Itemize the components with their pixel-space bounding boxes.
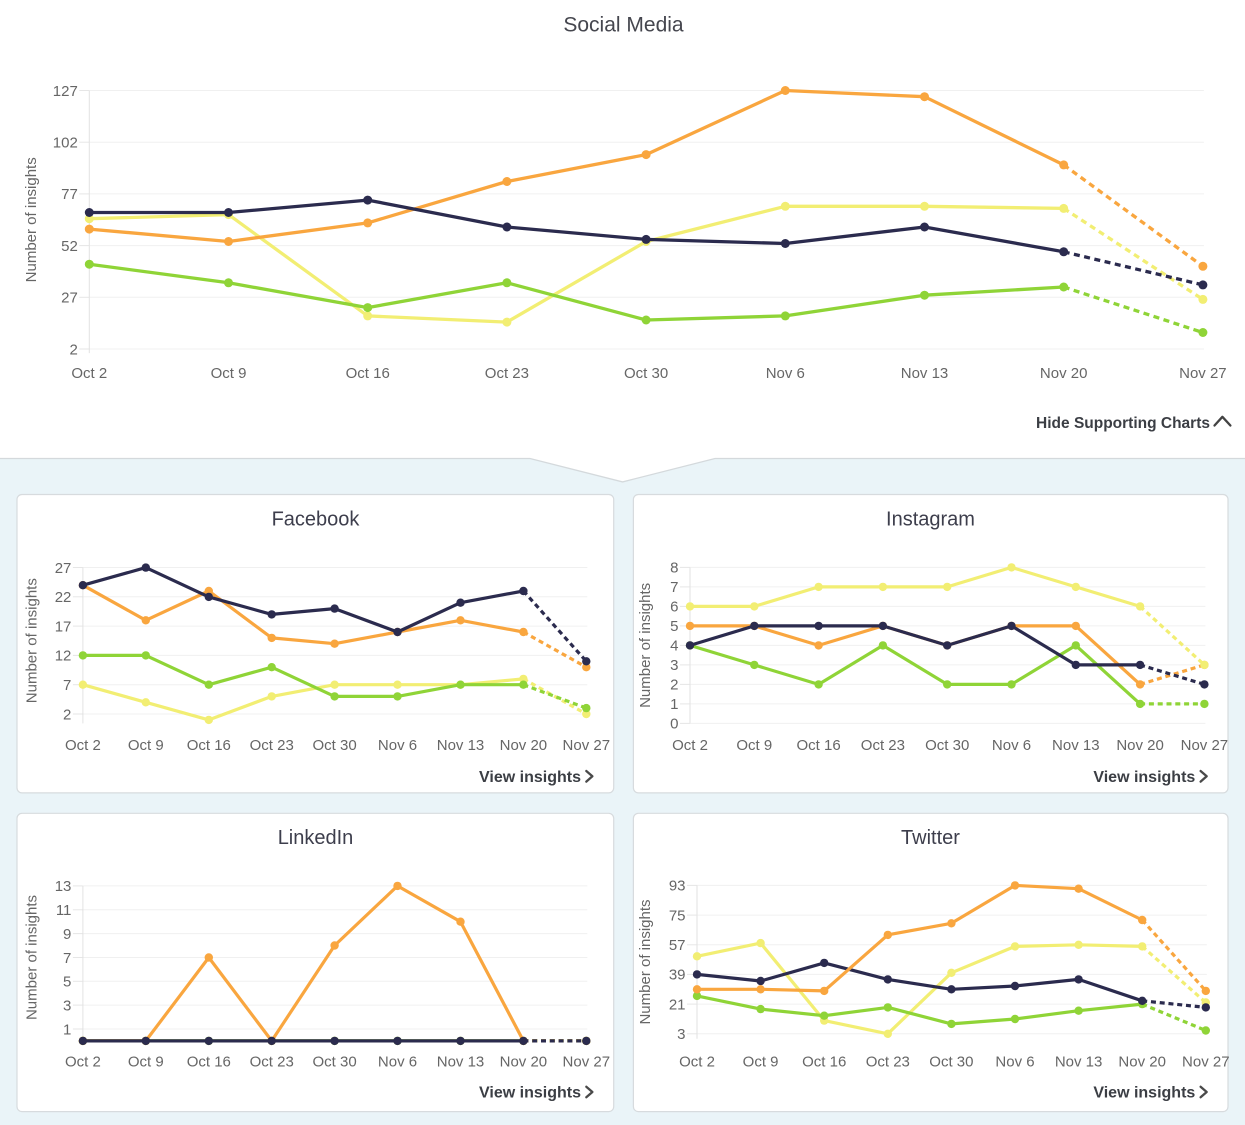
- svg-text:Oct 23: Oct 23: [485, 365, 529, 382]
- svg-text:77: 77: [61, 186, 78, 203]
- svg-text:Oct 9: Oct 9: [736, 737, 772, 754]
- svg-text:View insights: View insights: [479, 769, 581, 786]
- svg-text:52: 52: [61, 238, 78, 255]
- svg-text:7: 7: [63, 677, 71, 694]
- svg-text:Oct 16: Oct 16: [346, 365, 390, 382]
- svg-text:Number of insights: Number of insights: [24, 578, 41, 703]
- svg-text:Number of insights: Number of insights: [637, 583, 654, 708]
- svg-text:9: 9: [63, 926, 71, 943]
- svg-text:8: 8: [670, 560, 678, 577]
- svg-text:7: 7: [63, 950, 71, 967]
- svg-text:Nov 13: Nov 13: [1052, 737, 1100, 754]
- svg-text:Oct 16: Oct 16: [187, 1053, 231, 1070]
- svg-text:3: 3: [677, 1026, 685, 1043]
- svg-text:21: 21: [669, 996, 686, 1013]
- svg-text:93: 93: [669, 878, 686, 895]
- svg-text:75: 75: [669, 907, 686, 924]
- svg-text:7: 7: [670, 579, 678, 596]
- svg-text:Oct 30: Oct 30: [313, 1053, 357, 1070]
- svg-text:Oct 23: Oct 23: [866, 1053, 910, 1070]
- svg-text:2: 2: [63, 706, 71, 723]
- svg-text:Oct 16: Oct 16: [187, 737, 231, 754]
- svg-text:2: 2: [670, 677, 678, 694]
- svg-text:27: 27: [61, 290, 78, 307]
- svg-text:Nov 6: Nov 6: [378, 1053, 417, 1070]
- svg-text:6: 6: [670, 599, 678, 616]
- svg-text:Oct 2: Oct 2: [65, 1053, 101, 1070]
- svg-text:Nov 20: Nov 20: [1118, 1053, 1166, 1070]
- svg-text:102: 102: [53, 135, 78, 152]
- svg-text:View insights: View insights: [479, 1085, 581, 1102]
- svg-text:Nov 13: Nov 13: [1055, 1053, 1103, 1070]
- svg-text:0: 0: [670, 716, 678, 733]
- svg-text:Nov 20: Nov 20: [1116, 737, 1164, 754]
- svg-text:Oct 9: Oct 9: [211, 365, 247, 382]
- svg-text:Twitter: Twitter: [901, 827, 960, 849]
- svg-text:Nov 6: Nov 6: [766, 365, 805, 382]
- svg-text:Nov 27: Nov 27: [1179, 365, 1227, 382]
- svg-text:Oct 9: Oct 9: [128, 737, 164, 754]
- svg-text:Number of insights: Number of insights: [23, 157, 40, 282]
- svg-text:3: 3: [63, 997, 71, 1014]
- svg-text:Oct 16: Oct 16: [802, 1053, 846, 1070]
- svg-text:39: 39: [669, 967, 686, 984]
- svg-text:Oct 23: Oct 23: [861, 737, 905, 754]
- svg-text:Nov 6: Nov 6: [995, 1053, 1034, 1070]
- svg-text:11: 11: [56, 902, 72, 919]
- svg-text:Nov 27: Nov 27: [563, 737, 611, 754]
- svg-text:5: 5: [63, 974, 71, 991]
- svg-text:Nov 6: Nov 6: [992, 737, 1031, 754]
- svg-text:LinkedIn: LinkedIn: [278, 827, 354, 849]
- svg-text:57: 57: [669, 937, 686, 954]
- svg-text:3: 3: [670, 657, 678, 674]
- svg-text:Nov 20: Nov 20: [500, 1053, 548, 1070]
- svg-text:Number of insights: Number of insights: [637, 899, 654, 1024]
- svg-text:2: 2: [69, 341, 77, 358]
- svg-text:22: 22: [55, 589, 72, 606]
- svg-text:Oct 30: Oct 30: [313, 737, 357, 754]
- svg-text:Oct 30: Oct 30: [929, 1053, 973, 1070]
- svg-text:Nov 27: Nov 27: [563, 1053, 611, 1070]
- svg-text:Oct 23: Oct 23: [250, 1053, 294, 1070]
- svg-text:Number of insights: Number of insights: [24, 895, 41, 1020]
- svg-text:Facebook: Facebook: [272, 508, 361, 530]
- svg-text:Oct 2: Oct 2: [672, 737, 708, 754]
- svg-text:Nov 20: Nov 20: [500, 737, 548, 754]
- svg-text:1: 1: [670, 696, 678, 713]
- svg-text:Oct 9: Oct 9: [743, 1053, 779, 1070]
- svg-text:Nov 20: Nov 20: [1040, 365, 1088, 382]
- svg-text:Social Media: Social Media: [563, 14, 684, 37]
- svg-text:17: 17: [55, 618, 72, 635]
- svg-text:Oct 30: Oct 30: [925, 737, 969, 754]
- svg-text:Nov 13: Nov 13: [437, 737, 485, 754]
- svg-text:13: 13: [55, 878, 72, 895]
- svg-text:Nov 27: Nov 27: [1182, 1053, 1230, 1070]
- svg-text:12: 12: [55, 648, 72, 665]
- svg-text:Nov 27: Nov 27: [1181, 737, 1229, 754]
- svg-text:View insights: View insights: [1093, 769, 1195, 786]
- svg-text:Oct 16: Oct 16: [797, 737, 841, 754]
- svg-text:5: 5: [670, 618, 678, 635]
- svg-text:Oct 23: Oct 23: [250, 737, 294, 754]
- svg-text:Nov 13: Nov 13: [437, 1053, 485, 1070]
- svg-text:View insights: View insights: [1093, 1085, 1195, 1102]
- svg-text:Nov 13: Nov 13: [901, 365, 949, 382]
- svg-text:127: 127: [53, 83, 78, 100]
- svg-text:Oct 9: Oct 9: [128, 1053, 164, 1070]
- svg-text:Oct 30: Oct 30: [624, 365, 668, 382]
- svg-text:Hide Supporting Charts: Hide Supporting Charts: [1036, 415, 1210, 432]
- svg-text:Oct 2: Oct 2: [679, 1053, 715, 1070]
- svg-text:Oct 2: Oct 2: [65, 737, 101, 754]
- svg-text:4: 4: [670, 638, 678, 655]
- svg-text:Oct 2: Oct 2: [71, 365, 107, 382]
- svg-text:Instagram: Instagram: [886, 508, 975, 530]
- svg-text:27: 27: [55, 560, 72, 577]
- svg-text:Nov 6: Nov 6: [378, 737, 417, 754]
- svg-text:1: 1: [63, 1021, 71, 1038]
